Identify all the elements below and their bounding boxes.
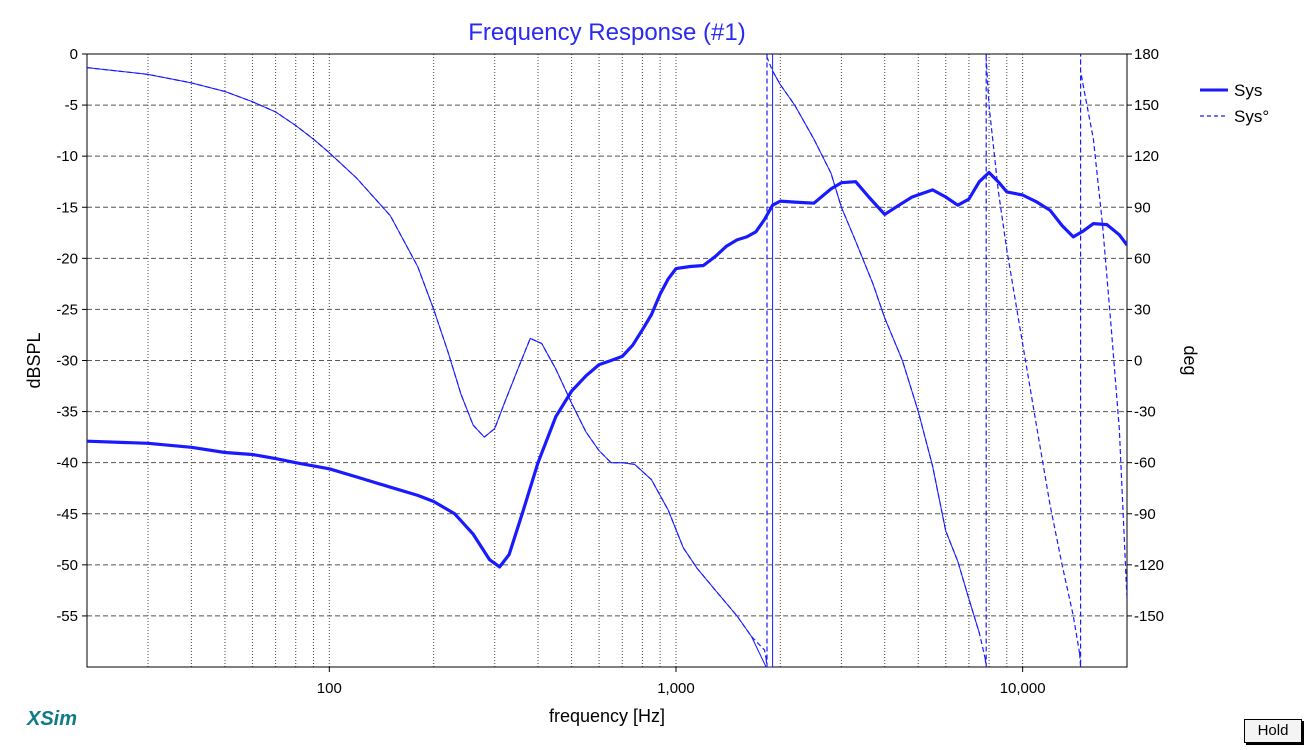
bottom-tick-label: 1,000	[657, 680, 695, 697]
hold-button[interactable]: Hold	[1244, 719, 1302, 743]
right-tick-label: -150	[1134, 608, 1164, 625]
left-tick-label: -25	[56, 301, 78, 318]
legend-label-sys: Sys	[1234, 81, 1262, 100]
left-tick-label: 0	[70, 46, 78, 63]
left-y-axis-label: dBSPL	[24, 332, 44, 388]
left-axis-ticks: 0 -5 -10 -15 -20 -25 -30 -35 -40 -45 -50 -55	[56, 46, 87, 625]
left-tick-label: -20	[56, 250, 78, 267]
right-tick-label: -60	[1134, 455, 1156, 472]
series-line-sys	[87, 170, 1127, 569]
right-tick-label: 30	[1134, 301, 1151, 318]
right-tick-label: 120	[1134, 148, 1159, 165]
right-tick-label: 0	[1134, 353, 1142, 370]
series-layer	[87, 54, 1127, 667]
right-tick-label: -120	[1134, 557, 1164, 574]
bottom-tick-label: 10,000	[1000, 680, 1046, 697]
left-tick-label: -45	[56, 506, 78, 523]
legend-label-sys-phase: Sys°	[1234, 107, 1269, 126]
left-tick-label: -5	[65, 97, 78, 114]
bottom-tick-label: 100	[317, 680, 342, 697]
right-y-axis-label: deg	[1180, 345, 1200, 375]
right-tick-label: -90	[1134, 506, 1156, 523]
legend: Sys Sys°	[1200, 81, 1269, 126]
bottom-axis-ticks: 100 1,000 10,000	[317, 667, 1046, 697]
left-tick-label: -50	[56, 557, 78, 574]
left-tick-label: -30	[56, 353, 78, 370]
left-tick-label: -35	[56, 404, 78, 421]
right-axis-ticks: 180 150 120 90 60 30 0 -30 -60 -90 -120 -150	[1127, 46, 1164, 625]
xsim-logo: XSim	[27, 708, 78, 730]
left-tick-label: -10	[56, 148, 78, 165]
x-axis-label: frequency [Hz]	[549, 706, 665, 726]
right-tick-label: -30	[1134, 404, 1156, 421]
right-tick-label: 90	[1134, 199, 1151, 216]
series-line-phase-unwrapped	[87, 54, 980, 667]
right-tick-label: 60	[1134, 250, 1151, 267]
left-tick-label: -40	[56, 455, 78, 472]
chart-title: Frequency Response (#1)	[468, 19, 745, 46]
grid	[87, 53, 1127, 667]
left-tick-label: -15	[56, 199, 78, 216]
right-tick-label: 150	[1134, 97, 1159, 114]
left-tick-label: -55	[56, 608, 78, 625]
right-tick-label: 180	[1134, 46, 1159, 63]
